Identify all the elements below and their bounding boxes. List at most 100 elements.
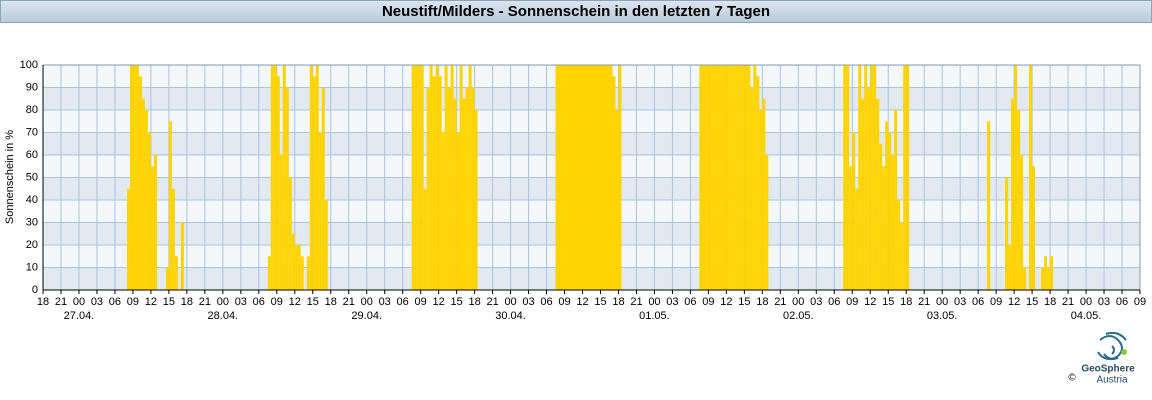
bar (459, 65, 463, 290)
x-tick-label: 09 (271, 296, 283, 308)
bar (306, 256, 310, 290)
bar (906, 65, 910, 290)
x-tick-label: 06 (540, 296, 552, 308)
bar (450, 65, 454, 290)
bar (555, 65, 559, 290)
bar (735, 65, 739, 290)
bar (420, 65, 424, 290)
bar (1011, 98, 1015, 290)
bar (897, 200, 901, 290)
bar (138, 76, 142, 290)
bar (1005, 177, 1009, 290)
x-tick-label: 18 (468, 296, 480, 308)
x-tick-label: 09 (415, 296, 427, 308)
logo-icon (1097, 331, 1127, 361)
bar (180, 222, 184, 290)
bar (432, 76, 436, 290)
x-tick-label: 21 (630, 296, 642, 308)
bar (597, 65, 601, 290)
x-tick-label: 15 (882, 296, 894, 308)
x-tick-label: 18 (900, 296, 912, 308)
bar (705, 65, 709, 290)
bar (276, 76, 280, 290)
y-axis-label: Sonnenschein in % (4, 130, 16, 224)
bar (843, 65, 847, 290)
bar (471, 87, 475, 290)
bar (765, 155, 769, 290)
bar (873, 65, 877, 290)
x-tick-label: 12 (720, 296, 732, 308)
logo-dot (1121, 349, 1127, 355)
bar (444, 65, 448, 290)
x-tick-label: 06 (109, 296, 121, 308)
bar (147, 132, 151, 290)
bar (273, 65, 277, 290)
x-tick-label: 03 (91, 296, 103, 308)
logo (1097, 331, 1127, 361)
x-tick-label: 21 (1062, 296, 1074, 308)
bar (891, 155, 895, 290)
bar (885, 121, 889, 290)
bar (762, 98, 766, 290)
x-tick-label: 00 (73, 296, 85, 308)
bar (270, 65, 274, 290)
bar (132, 65, 136, 290)
date-label: 30.04. (495, 310, 526, 322)
bar (321, 87, 325, 290)
bar (168, 121, 172, 290)
bar (846, 65, 850, 290)
bar (1047, 267, 1051, 290)
bar (888, 132, 892, 290)
bar (126, 188, 130, 290)
bar (1044, 256, 1048, 290)
bar (753, 65, 757, 290)
date-label: 04.05. (1071, 310, 1102, 322)
x-tick-label: 09 (1134, 296, 1146, 308)
bar (726, 65, 730, 290)
bar (297, 245, 301, 290)
bar (309, 65, 313, 290)
bar (741, 65, 745, 290)
bar (288, 177, 292, 290)
bar (1008, 245, 1012, 290)
bar (417, 65, 421, 290)
bar (759, 110, 763, 290)
x-tick-label: 06 (397, 296, 409, 308)
bar (165, 267, 169, 290)
bar (855, 188, 859, 290)
y-tick-label: 0 (32, 284, 38, 296)
x-tick-label: 09 (702, 296, 714, 308)
x-tick-label: 03 (379, 296, 391, 308)
bar (987, 121, 991, 290)
bar (129, 65, 133, 290)
bar (606, 65, 610, 290)
bar (438, 76, 442, 290)
bar (414, 65, 418, 290)
bar (174, 256, 178, 290)
x-tick-label: 00 (1080, 296, 1092, 308)
bar (732, 65, 736, 290)
x-tick-label: 15 (594, 296, 606, 308)
bar (570, 65, 574, 290)
bar (1023, 267, 1027, 290)
bar (315, 65, 319, 290)
bar (903, 65, 907, 290)
y-tick-label: 70 (26, 126, 38, 138)
bar (867, 87, 871, 290)
chart-title: Neustift/Milders - Sonnenschein in den l… (382, 3, 770, 20)
x-tick-label: 03 (810, 296, 822, 308)
logo-text: GeoSphere (1081, 364, 1135, 375)
bar (294, 245, 298, 290)
x-tick-label: 15 (450, 296, 462, 308)
x-tick-label: 06 (1116, 296, 1128, 308)
bar (564, 65, 568, 290)
bar (573, 65, 577, 290)
x-tick-label: 12 (289, 296, 301, 308)
x-tick-label: 00 (217, 296, 229, 308)
bar (462, 98, 466, 290)
y-tick-label: 60 (26, 149, 38, 161)
bar (318, 132, 322, 290)
x-tick-label: 18 (37, 296, 49, 308)
bar (465, 87, 469, 290)
bar (300, 256, 304, 290)
